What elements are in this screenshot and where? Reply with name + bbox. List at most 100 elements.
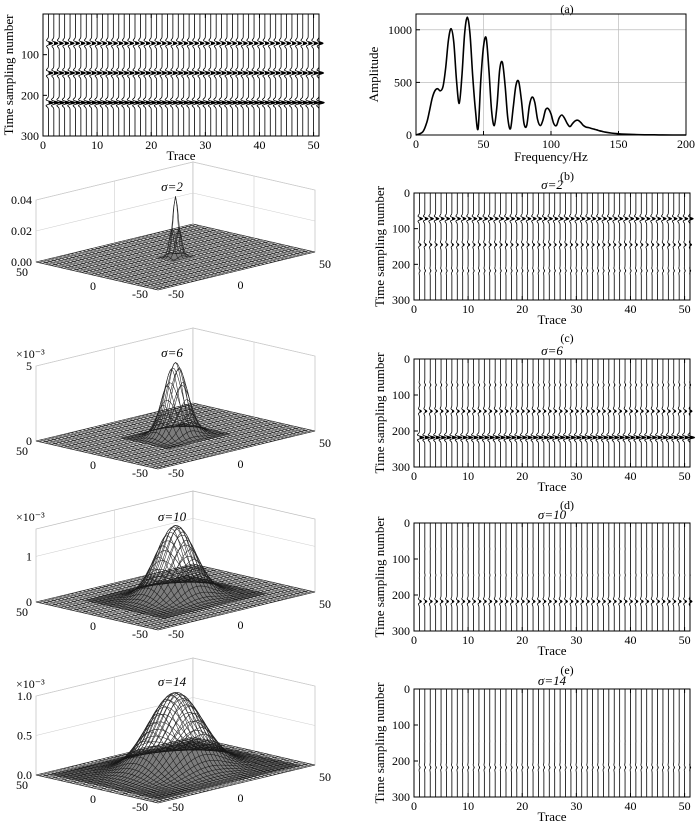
- mesh-line: [157, 764, 316, 804]
- trace-fill: [581, 409, 584, 413]
- trace-fill: [451, 217, 456, 221]
- trace-fill: [679, 217, 683, 221]
- mesh-line: [38, 564, 197, 603]
- y-tick-label: 100: [21, 48, 39, 62]
- trace-fill: [199, 101, 206, 105]
- trace-fill: [614, 269, 615, 273]
- trace-wiggle: [558, 193, 564, 300]
- mesh-line: [139, 587, 297, 627]
- trace-fill: [194, 41, 199, 45]
- mesh-line: [75, 232, 233, 272]
- trace-fill: [543, 436, 549, 439]
- trace-fill: [270, 101, 276, 105]
- trace-fill: [576, 243, 578, 247]
- trace-wiggle: [585, 193, 591, 300]
- trace-fill: [118, 41, 123, 45]
- z-tick-label: 5: [26, 359, 32, 373]
- y-tick-label: 200: [392, 424, 410, 438]
- mesh-line: [151, 429, 309, 468]
- trace-wiggle: [416, 359, 425, 467]
- trace-fill: [237, 41, 242, 45]
- trace-fill: [254, 71, 259, 75]
- y-tick-label: 300: [392, 293, 410, 307]
- trace-wiggle: [662, 689, 665, 797]
- trace-fill: [673, 217, 677, 221]
- trace-fill: [652, 269, 653, 273]
- trace-wiggle: [493, 193, 499, 300]
- surface-base: [119, 422, 232, 450]
- trace-wiggle: [294, 14, 304, 136]
- trace-fill: [478, 217, 483, 221]
- trace-wiggle: [483, 523, 487, 631]
- y-tick-label: 0: [406, 128, 412, 142]
- trace-wiggle: [105, 14, 114, 136]
- trace-fill: [205, 41, 210, 45]
- trace-wiggle: [584, 359, 593, 467]
- trace-fill: [581, 269, 583, 273]
- trace-fill: [419, 766, 421, 769]
- trace-wiggle: [494, 689, 497, 797]
- trace-fill: [592, 269, 594, 273]
- mesh-line: [81, 234, 239, 273]
- trace-fill: [527, 600, 530, 603]
- trace-fill: [435, 600, 438, 603]
- trace-fill: [419, 243, 422, 247]
- trace-wiggle: [525, 359, 533, 467]
- trace-wiggle: [665, 359, 674, 467]
- trace-fill: [129, 71, 135, 75]
- trace-wiggle: [116, 14, 125, 136]
- trace-wiggle: [251, 14, 260, 136]
- trace-fill: [570, 217, 575, 221]
- mesh-line: [72, 232, 230, 271]
- trace-fill: [243, 41, 248, 45]
- trace-fill: [657, 217, 661, 221]
- trace-fill: [462, 436, 468, 439]
- trace-wiggle: [573, 359, 582, 467]
- mesh-line: [148, 589, 306, 629]
- trace-fill: [511, 269, 513, 273]
- x-tick-label: 20: [516, 469, 528, 483]
- trace-fill: [652, 600, 655, 603]
- trace-wiggle: [660, 359, 669, 467]
- trace-fill: [462, 383, 464, 387]
- trace-fill: [319, 71, 324, 75]
- x-tick-label: 50: [319, 770, 331, 784]
- x-tick-label: 150: [610, 137, 628, 151]
- trace-fill: [468, 383, 469, 387]
- trace-fill: [543, 383, 545, 387]
- trace-fill: [86, 101, 92, 105]
- trace-fill: [473, 436, 479, 439]
- x-tick-label: 100: [542, 137, 560, 151]
- trace-wiggle: [438, 359, 447, 467]
- trace-fill: [124, 101, 130, 105]
- y-tick-label: 0: [404, 352, 410, 366]
- trace-fill: [495, 766, 496, 769]
- trace-fill: [679, 600, 682, 603]
- trace-fill: [549, 383, 550, 387]
- trace-wiggle: [655, 193, 662, 300]
- y-tick-label: -50: [132, 287, 148, 301]
- trace-fill: [80, 101, 87, 105]
- trace-fill: [673, 600, 676, 603]
- mesh-line: [130, 424, 288, 463]
- trace-fill: [313, 101, 319, 105]
- trace-fill: [560, 600, 563, 603]
- trace-fill: [592, 243, 595, 247]
- trace-fill: [614, 243, 616, 247]
- trace-fill: [679, 383, 680, 387]
- trace-fill: [156, 71, 162, 75]
- trace-fill: [286, 41, 291, 45]
- trace-fill: [302, 41, 307, 45]
- trace-wiggle: [186, 14, 195, 136]
- z-tick-label: 0.02: [11, 224, 32, 238]
- trace-fill: [581, 383, 583, 387]
- mesh-line: [78, 233, 236, 273]
- trace-wiggle: [472, 689, 475, 797]
- trace-fill: [80, 71, 86, 75]
- trace-fill: [140, 41, 145, 45]
- trace-fill: [522, 409, 525, 413]
- trace-fill: [570, 243, 573, 247]
- trace-fill: [430, 217, 434, 221]
- trace-fill: [478, 243, 481, 247]
- trace-wiggle: [575, 523, 579, 631]
